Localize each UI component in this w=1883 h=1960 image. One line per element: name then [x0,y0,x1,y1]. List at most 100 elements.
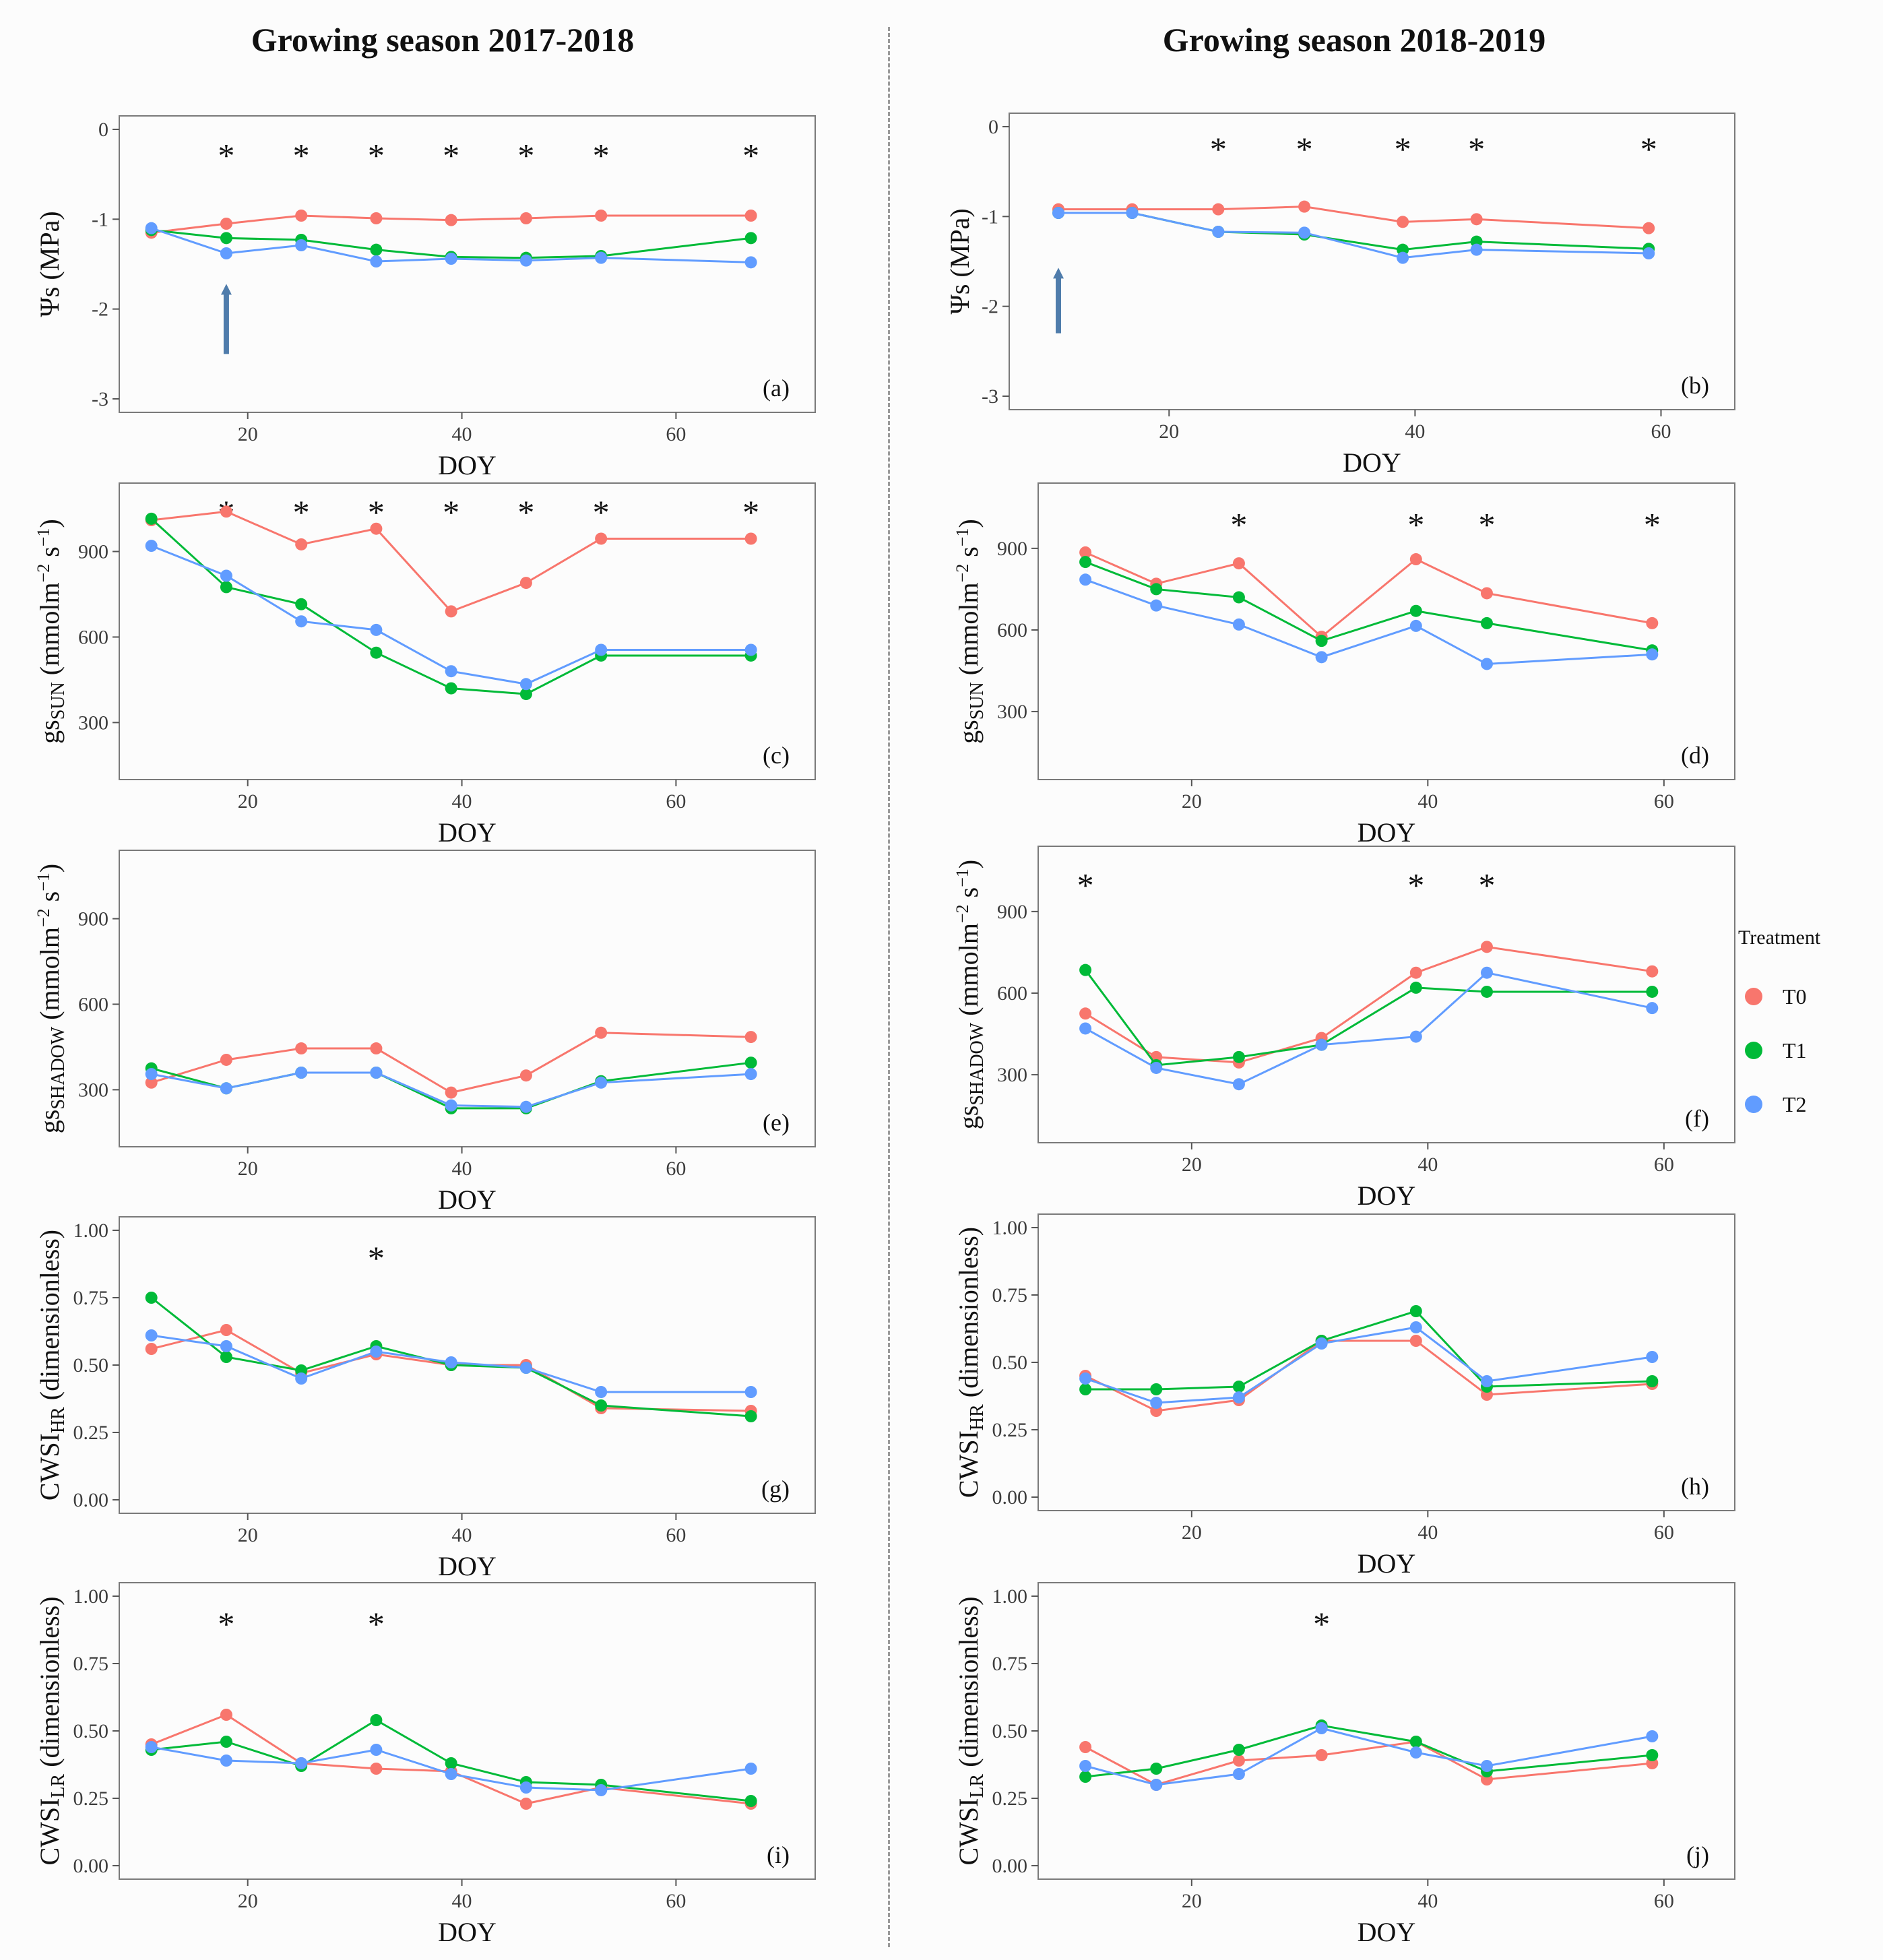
y-tick-label: 0.50 [992,1720,1028,1742]
data-point-t2 [1150,1779,1163,1791]
significance-star: * [1296,130,1313,168]
significance-star: * [218,136,234,174]
y-tick-label: 900 [78,908,108,930]
chart-svg-i: 20 40 60 0.00 0.25 0.50 0.75 1.00 DOY CWSILR (dim… [34,1582,816,1947]
series-line-t1 [150,1296,751,1418]
x-tick-label: 20 [1182,790,1202,813]
data-point-t2 [1079,1372,1092,1385]
data-point-t2 [145,1741,158,1753]
data-point-t2 [370,1346,383,1358]
data-point-t2 [1126,207,1139,219]
data-point-t1 [1232,1050,1245,1063]
series-line-t0 [151,1032,751,1094]
data-point-t0 [1298,200,1311,213]
significance-star: * [1407,505,1424,543]
series-line-t2 [1085,1326,1653,1404]
significance-star: * [1478,866,1495,904]
data-point-t0 [744,532,757,545]
x-tick-label: 60 [1654,1153,1674,1176]
data-point-t2 [519,1100,532,1113]
data-point-t2 [145,540,158,552]
series-line-t2 [151,227,751,263]
data-point-t0 [1079,546,1092,559]
significance-star: * [293,493,310,531]
y-tick-label: -2 [92,298,108,321]
data-point-t0 [220,1709,232,1721]
data-point-t2 [1642,247,1655,259]
x-axis-title: DOY [1358,817,1416,848]
y-axis-title: CWSIHR (dimensionless) [34,1230,69,1500]
data-point-t2 [220,1340,232,1352]
data-point-t2 [595,1386,608,1398]
significance-star: * [1407,866,1424,904]
series-line-t0 [151,510,751,613]
data-point-t2 [145,1068,158,1081]
series-line-t1 [150,517,751,695]
data-point-t0 [295,1042,308,1055]
x-tick-label: 60 [1654,1890,1674,1912]
data-point-t0 [370,212,383,224]
data-point-t1 [1480,985,1493,998]
x-tick-label: 40 [452,423,472,445]
y-tick-label: -2 [982,296,998,318]
x-axis-title: DOY [438,1551,497,1581]
x-tick-label: 40 [1417,790,1438,813]
data-point-t1 [1480,617,1493,629]
data-point-t0 [370,522,383,535]
significance-star: * [1077,866,1094,904]
x-tick-label: 40 [452,790,472,813]
chart-svg-e: 20 40 60 300 600 900 DOY gsSHADOW (mmolm−2 s−1)… [34,850,816,1215]
data-point-t0 [1480,587,1493,600]
data-point-t0 [1642,222,1655,234]
y-axis-title: gsSHADOW (mmolm−2 s−1) [34,864,69,1134]
y-axis-title: CWSIHR (dimensionless) [953,1227,988,1498]
data-point-t0 [445,214,457,226]
y-tick-label: 1.00 [73,1220,109,1242]
data-point-t1 [1646,1375,1659,1387]
panel-label: (e) [763,1109,790,1136]
significance-star: * [1640,130,1657,168]
data-point-t2 [744,256,757,269]
x-axis-title: DOY [1358,1548,1416,1579]
y-tick-label: 0.00 [992,1855,1028,1877]
plot-frame [119,482,816,780]
data-point-t2 [1079,1022,1092,1035]
y-tick-label: -1 [982,206,998,228]
data-point-t2 [1212,226,1225,238]
data-point-t2 [295,615,308,628]
arrow-head [1053,267,1064,279]
data-point-t2 [595,1076,608,1089]
x-tick-label: 20 [238,1158,258,1180]
x-tick-label: 20 [1182,1890,1202,1912]
y-tick-label: 300 [997,1064,1027,1086]
series-line-t2 [151,1746,751,1792]
data-point-t2 [1646,1002,1659,1015]
y-tick-label: 0.25 [73,1422,109,1444]
data-point-t2 [1646,1730,1659,1742]
x-tick-label: 20 [1159,420,1179,443]
chart-svg-f: 20 40 60 300 600 900 DOY gsSHADOW (mmolm−2 s−1)… [953,846,1735,1211]
chart-svg-h: 20 40 60 0.00 0.25 0.50 0.75 1.00 DOY CWSIHR (dim… [953,1213,1735,1579]
y-tick-label: 0.00 [992,1486,1028,1509]
y-axis-title: CWSILR (dimensionless) [34,1596,69,1865]
data-point-t2 [1315,1722,1328,1734]
data-point-t2 [744,643,757,656]
data-point-t0 [1646,965,1659,978]
data-point-t0 [595,1026,608,1039]
significance-star: * [1644,505,1661,543]
series-line-t0 [1085,1339,1653,1412]
y-axis-title: gsSUN (mmolm−2 s−1) [953,519,988,744]
data-point-t2 [220,569,232,582]
data-point-t1 [145,1292,158,1304]
significance-star: * [1230,505,1247,543]
data-point-t0 [1646,617,1659,629]
x-tick-label: 20 [238,1524,258,1546]
data-point-t0 [519,1069,532,1082]
panel-label: (b) [1681,372,1709,399]
data-point-t1 [295,598,308,610]
x-axis-title: DOY [438,817,497,848]
data-point-t2 [445,1768,457,1780]
data-point-t1 [744,232,757,245]
significance-star: * [1313,1605,1330,1643]
